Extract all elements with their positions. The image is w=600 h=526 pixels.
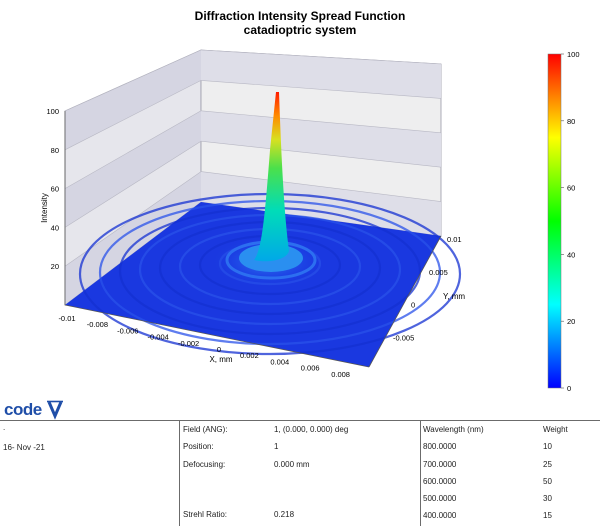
strehl-value: 0.218 xyxy=(274,510,295,519)
weight-cell: 10 xyxy=(543,442,552,451)
weight-cell: 15 xyxy=(543,511,552,520)
x-tick-label: 0 xyxy=(217,345,221,354)
back-wall-band xyxy=(201,110,441,168)
x-tick-label: 0.004 xyxy=(270,357,289,366)
y-ticks: 0.01 0.005 0 -0.005 xyxy=(393,235,462,342)
y-tick-label: 0.005 xyxy=(429,268,448,277)
info-table: . 16- Nov -21 Field (ANG): 1, (0.000, 0.… xyxy=(0,420,600,526)
defocusing-label: Defocusing: xyxy=(183,460,226,469)
x-ticks: -0.01 -0.008 -0.006 -0.004 -0.002 0 0.002 0.004… xyxy=(58,314,350,379)
x-tick-label: 0.002 xyxy=(240,351,259,360)
z-tick-label: 20 xyxy=(51,262,59,271)
table-divider xyxy=(420,421,421,526)
chart-subtitle: catadioptric system xyxy=(243,23,357,37)
table-divider xyxy=(179,421,180,526)
z-tick-label: 60 xyxy=(51,185,59,194)
wall-bands xyxy=(64,49,442,306)
y-axis-line xyxy=(368,235,442,368)
field-label: Field (ANG): xyxy=(183,425,228,434)
left-wall-band xyxy=(65,50,201,150)
colorbar-tick-label: 60 xyxy=(567,184,575,193)
x-tick-label: 0.006 xyxy=(301,364,320,373)
position-value: 1 xyxy=(274,442,279,451)
defocusing-value: 0.000 mm xyxy=(274,460,310,469)
field-value: 1, (0.000, 0.000) deg xyxy=(274,425,349,434)
colorbar-tick-label: 100 xyxy=(567,50,580,59)
info-date: 16- Nov -21 xyxy=(3,443,45,452)
gridline xyxy=(200,80,442,99)
gridline xyxy=(200,171,442,202)
svg-text:code: code xyxy=(4,400,42,419)
wavelength-cell: 400.0000 xyxy=(423,511,457,520)
z-tick-label: 80 xyxy=(51,146,59,155)
x-tick-label: -0.002 xyxy=(178,339,199,348)
colorbar-tick-label: 0 xyxy=(567,384,571,393)
x-tick-label: 0.008 xyxy=(331,370,350,379)
colorbar-tick-label: 40 xyxy=(567,250,575,259)
y-tick-label: 0 xyxy=(411,301,415,310)
diffraction-peak xyxy=(254,92,289,262)
strehl-label: Strehl Ratio: xyxy=(183,510,228,519)
gridline xyxy=(64,80,202,151)
gridline xyxy=(200,140,442,168)
gridline xyxy=(200,49,442,65)
wavelength-cell: 500.0000 xyxy=(423,494,457,503)
chart-title-block: Diffraction Intensity Spread Function ca… xyxy=(0,9,600,37)
wavelength-cell: 800.0000 xyxy=(423,442,457,451)
colorbar-ticks: 100 80 60 40 20 0 xyxy=(561,50,580,393)
x-axis-label: X, mm xyxy=(209,355,232,364)
y-tick-label: 0.01 xyxy=(447,235,462,244)
z-tick-label: 100 xyxy=(46,107,59,116)
x-tick-label: -0.008 xyxy=(87,320,108,329)
z-axis-label: Intensity xyxy=(40,193,49,223)
z-ticks: 100 80 60 40 20 xyxy=(46,107,59,271)
surface-plot: 100 80 60 40 20 -0.01 -0.008 -0.006 -0.004 -0.00… xyxy=(40,49,580,393)
wavelength-header: Wavelength (nm) xyxy=(423,425,484,434)
gridline xyxy=(64,49,202,112)
code-v-logo: code xyxy=(4,400,63,420)
weight-cell: 25 xyxy=(543,460,552,469)
position-label: Position: xyxy=(183,442,214,451)
chart-title: Diffraction Intensity Spread Function xyxy=(194,9,406,23)
x-axis-line xyxy=(64,304,370,368)
x-tick-label: -0.006 xyxy=(117,326,138,335)
wavelength-cell: 600.0000 xyxy=(423,477,457,486)
back-wall-band xyxy=(201,50,441,99)
gridline xyxy=(64,140,202,228)
colorbar-tick-label: 20 xyxy=(567,317,575,326)
info-dot: . xyxy=(3,423,6,432)
x-tick-label: -0.01 xyxy=(58,314,75,323)
weight-cell: 50 xyxy=(543,477,552,486)
left-wall-band xyxy=(65,110,201,228)
y-axis-label: Y, mm xyxy=(443,292,465,301)
weight-header: Weight xyxy=(543,425,568,434)
gridline xyxy=(64,110,202,189)
z-tick-label: 40 xyxy=(51,223,59,232)
y-tick-label: -0.005 xyxy=(393,333,414,342)
colorbar-tick-label: 80 xyxy=(567,117,575,126)
colorbar xyxy=(547,53,562,389)
gridline xyxy=(200,110,442,134)
weight-cell: 30 xyxy=(543,494,552,503)
x-tick-label: -0.004 xyxy=(148,333,169,342)
wavelength-cell: 700.0000 xyxy=(423,460,457,469)
